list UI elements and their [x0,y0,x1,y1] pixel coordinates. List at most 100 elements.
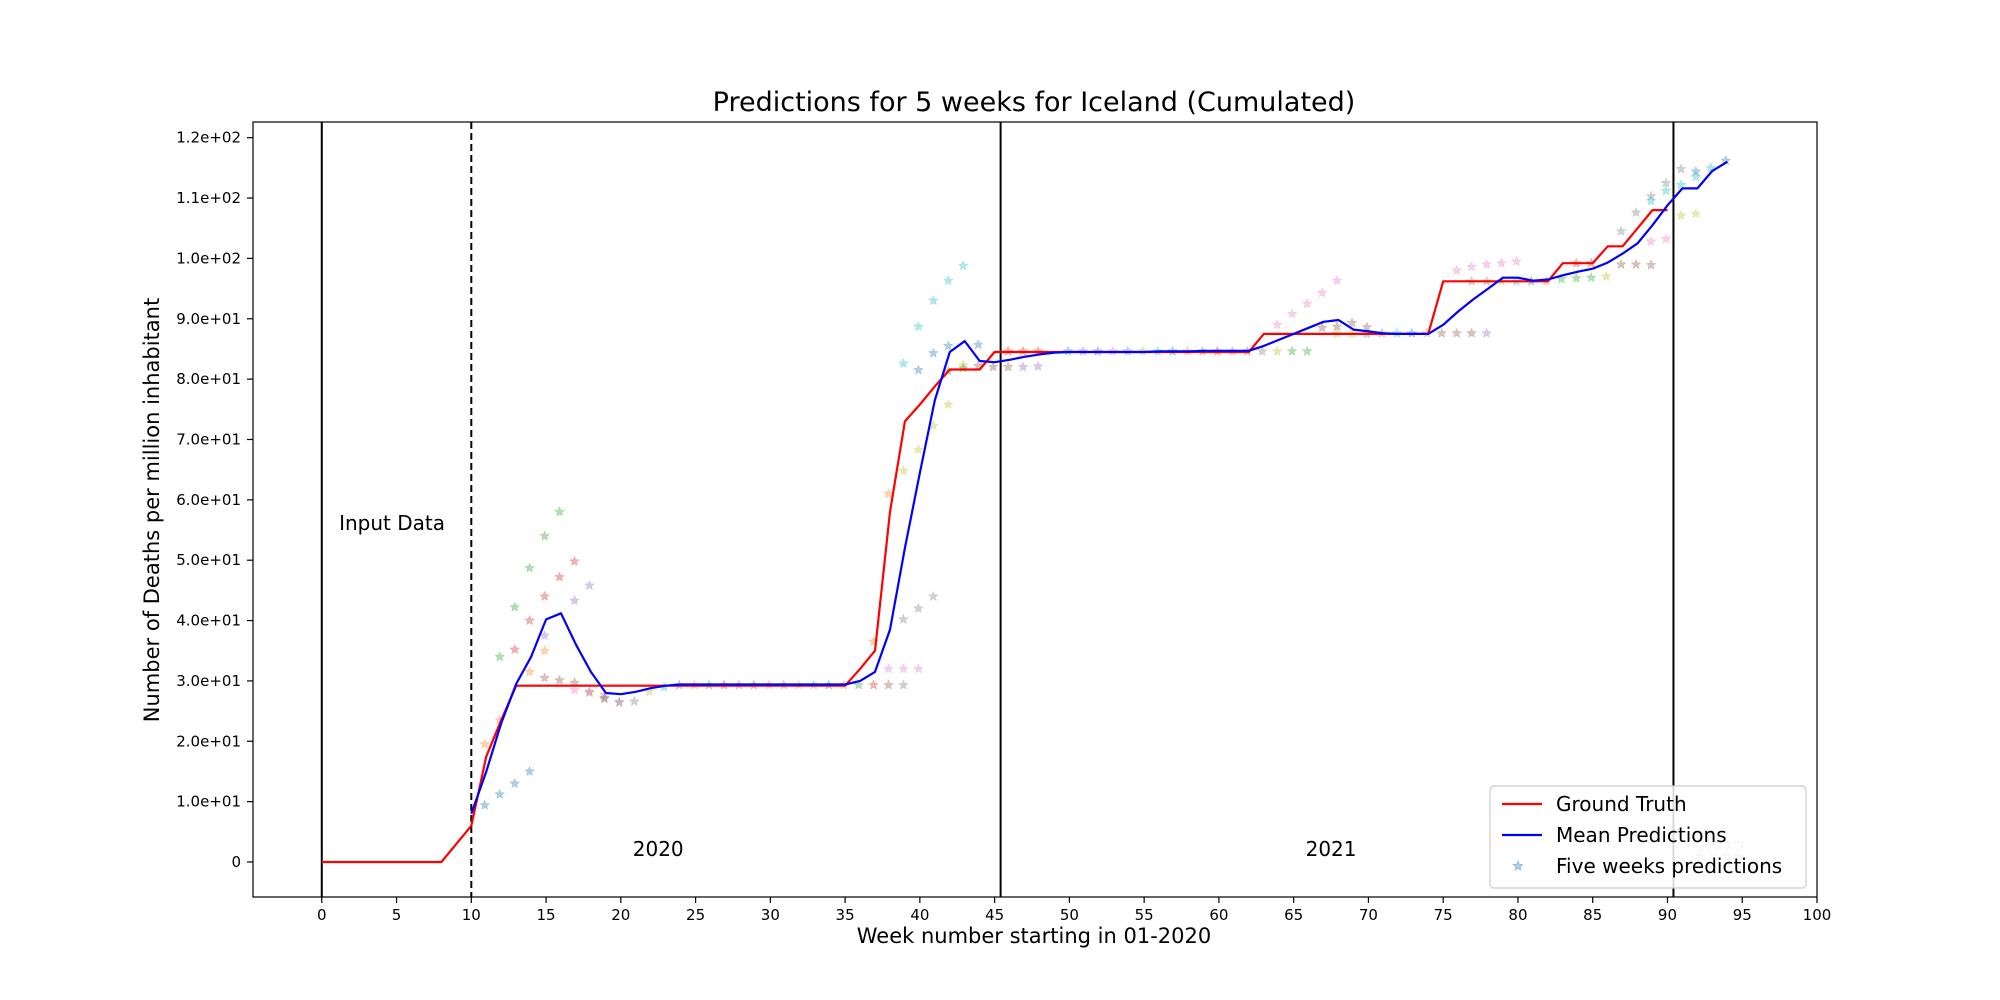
prediction-star-141 [1630,206,1642,218]
prediction-star-106 [1331,320,1343,332]
prediction-star-26 [569,684,580,695]
prediction-star-20 [584,579,595,591]
y-tick-label: 8.0e+01 [176,370,241,388]
x-tick-label: 15 [537,906,556,924]
x-tick-label: 35 [836,906,855,924]
prediction-star-150 [1660,185,1672,196]
prediction-star-53 [883,663,894,674]
y-tick-label: 6.0e+01 [176,491,241,509]
prediction-star-118 [1466,327,1478,338]
prediction-star-124 [1511,255,1522,267]
x-tick-label: 40 [910,906,929,924]
ground-truth-line [321,209,1668,864]
x-tick-label: 70 [1359,906,1378,924]
y-tick-label: 1.0e+02 [176,249,241,267]
prediction-star-119 [1481,327,1492,338]
legend-swatch-five-weeks-predictions [1511,859,1525,872]
prediction-star-102 [1301,298,1313,309]
prediction-star-140 [1615,225,1627,236]
prediction-star-24 [584,686,595,697]
prediction-star-11 [539,530,550,541]
prediction-star-27 [584,687,595,698]
chart-title: Predictions for 5 weeks for Iceland (Cum… [713,87,1356,118]
prediction-star-50 [898,679,909,690]
prediction-star-144 [1675,163,1687,174]
prediction-star-30 [598,693,610,704]
prediction-star-66 [927,295,939,306]
y-tick-label: 2.0e+01 [176,732,241,750]
prediction-star-142 [1645,190,1657,201]
prediction-star-97 [1271,345,1283,356]
prediction-star-108 [1361,321,1373,332]
y-tick-label: 4.0e+01 [176,612,241,630]
x-tick-label: 80 [1508,906,1527,924]
prediction-star-4 [479,738,491,749]
x-tick-label: 60 [1209,906,1228,924]
prediction-star-9 [509,601,521,612]
prediction-star-148 [1690,208,1702,219]
prediction-star-1 [494,788,506,799]
prediction-star-137 [1615,258,1627,270]
x-tick-label: 90 [1658,906,1677,924]
legend-label-ground-truth: Ground Truth [1556,792,1687,816]
prediction-star-143 [1660,177,1672,188]
series-lines [321,160,1728,864]
prediction-star-96 [1256,345,1268,356]
prediction-star-151 [1675,179,1687,190]
prediction-star-56 [898,613,909,624]
prediction-star-60 [912,444,924,455]
y-tick-label: 5.0e+01 [176,551,241,569]
plot-frame [252,121,1818,898]
prediction-star-101 [1286,308,1298,319]
prediction-star-32 [628,695,640,707]
x-tick-label: 5 [392,906,402,924]
x-tick-label: 95 [1733,906,1752,924]
prediction-star-77 [1002,361,1014,372]
prediction-star-69 [912,364,924,375]
x-tick-label: 75 [1434,906,1453,924]
prediction-star-8 [494,651,506,662]
prediction-star-79 [1032,360,1044,372]
prediction-star-54 [898,663,909,674]
prediction-star-48 [868,679,879,690]
prediction-star-59 [898,465,909,476]
prediction-star-0 [479,799,491,810]
y-tick-label: 1.1e+02 [176,189,241,207]
x-tick-label: 45 [985,906,1004,924]
prediction-star-14 [524,614,536,626]
prediction-star-49 [883,679,894,690]
axes: 0 5 10 15 20 25 30 35 40 45 50 55 60 65 70 75 80 85 90 95 10… [176,121,1832,924]
y-tick-label: 7.0e+01 [176,430,241,448]
x-tick-label: 55 [1135,906,1154,924]
prediction-star-134 [1600,270,1612,282]
annotation-1: 2020 [633,837,684,861]
prediction-star-62 [942,398,954,410]
prediction-star-147 [1675,209,1687,221]
prediction-star-105 [1316,322,1328,333]
prediction-star-19 [569,594,580,606]
prediction-star-104 [1331,275,1343,286]
x-tick-label: 65 [1284,906,1303,924]
prediction-star-123 [1496,257,1507,268]
prediction-star-52 [883,488,894,499]
prediction-star-68 [957,260,969,271]
prediction-star-100 [1271,319,1283,330]
prediction-star-67 [942,275,954,286]
prediction-star-31 [613,696,625,707]
prediction-star-78 [1017,361,1029,372]
prediction-star-145 [1645,235,1657,247]
x-tick-label: 0 [317,906,327,924]
prediction-star-117 [1451,327,1463,338]
prediction-star-71 [942,340,954,351]
prediction-star-15 [539,590,550,602]
y-tick-label: 3.0e+01 [176,672,241,690]
y-tick-label: 9.0e+01 [176,310,241,328]
prediction-star-25 [598,692,610,703]
y-tick-label: 0 [231,853,241,871]
annotation-2: 2021 [1306,837,1357,861]
y-tick-label: 1.0e+01 [176,793,241,811]
x-tick-label: 25 [686,906,705,924]
x-tick-label: 100 [1803,906,1832,924]
prediction-star-132 [1570,272,1582,283]
